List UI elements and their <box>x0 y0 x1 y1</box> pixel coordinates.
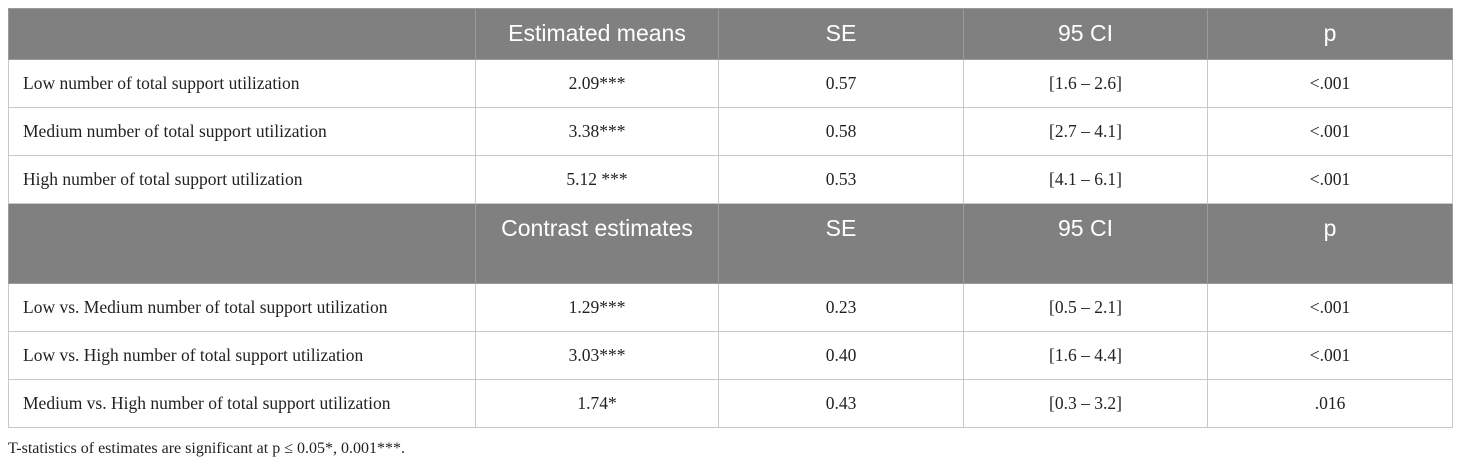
cell: 0.43 <box>718 379 964 428</box>
cell: <.001 <box>1207 155 1453 204</box>
header-row: Estimated means SE 95 CI p <box>8 8 1453 60</box>
cell: [4.1 – 6.1] <box>963 155 1208 204</box>
table-wrap: Estimated means SE 95 CI p Low number of tot… <box>8 8 1453 428</box>
header-cell <box>8 203 476 284</box>
cell: [1.6 – 4.4] <box>963 331 1208 380</box>
header-cell: Contrast estimates <box>475 203 719 284</box>
data-row: Low vs. High number of total support uti… <box>8 331 1453 380</box>
cell: [0.3 – 3.2] <box>963 379 1208 428</box>
cell: Medium vs. High number of total support … <box>8 379 476 428</box>
header-cell: p <box>1207 8 1453 60</box>
cell: [1.6 – 2.6] <box>963 59 1208 108</box>
cell: 0.23 <box>718 283 964 332</box>
cell: High number of total support utilization <box>8 155 476 204</box>
cell: <.001 <box>1207 283 1453 332</box>
cell: <.001 <box>1207 59 1453 108</box>
header-cell: SE <box>718 203 964 284</box>
cell: <.001 <box>1207 331 1453 380</box>
cell: Low vs. Medium number of total support u… <box>8 283 476 332</box>
cell: Medium number of total support utilizati… <box>8 107 476 156</box>
cell: 0.40 <box>718 331 964 380</box>
cell: .016 <box>1207 379 1453 428</box>
table-body: Estimated means SE 95 CI p Low number of tot… <box>8 8 1453 428</box>
cell: 3.38*** <box>475 107 719 156</box>
header-cell <box>8 8 476 60</box>
header-row: Contrast estimates SE 95 CI p <box>8 203 1453 284</box>
cell: 0.58 <box>718 107 964 156</box>
cell: 3.03*** <box>475 331 719 380</box>
header-cell: 95 CI <box>963 8 1208 60</box>
cell: 5.12 *** <box>475 155 719 204</box>
cell: <.001 <box>1207 107 1453 156</box>
results-table: Estimated means SE 95 CI p Low number of tot… <box>8 8 1453 428</box>
cell: Low number of total support utilization <box>8 59 476 108</box>
header-cell: SE <box>718 8 964 60</box>
footnote: T-statistics of estimates are significan… <box>8 440 406 457</box>
data-row: Low vs. Medium number of total support u… <box>8 283 1453 332</box>
cell: 0.53 <box>718 155 964 204</box>
cell: 2.09*** <box>475 59 719 108</box>
header-cell: 95 CI <box>963 203 1208 284</box>
cell: 1.74* <box>475 379 719 428</box>
cell: [0.5 – 2.1] <box>963 283 1208 332</box>
data-row: Medium vs. High number of total support … <box>8 379 1453 428</box>
cell: 1.29*** <box>475 283 719 332</box>
header-cell: Estimated means <box>475 8 719 60</box>
data-row: High number of total support utilization… <box>8 155 1453 204</box>
header-cell: p <box>1207 203 1453 284</box>
cell: 0.57 <box>718 59 964 108</box>
cell: [2.7 – 4.1] <box>963 107 1208 156</box>
data-row: Medium number of total support utilizati… <box>8 107 1453 156</box>
data-row: Low number of total support utilization 2… <box>8 59 1453 108</box>
cell: Low vs. High number of total support uti… <box>8 331 476 380</box>
